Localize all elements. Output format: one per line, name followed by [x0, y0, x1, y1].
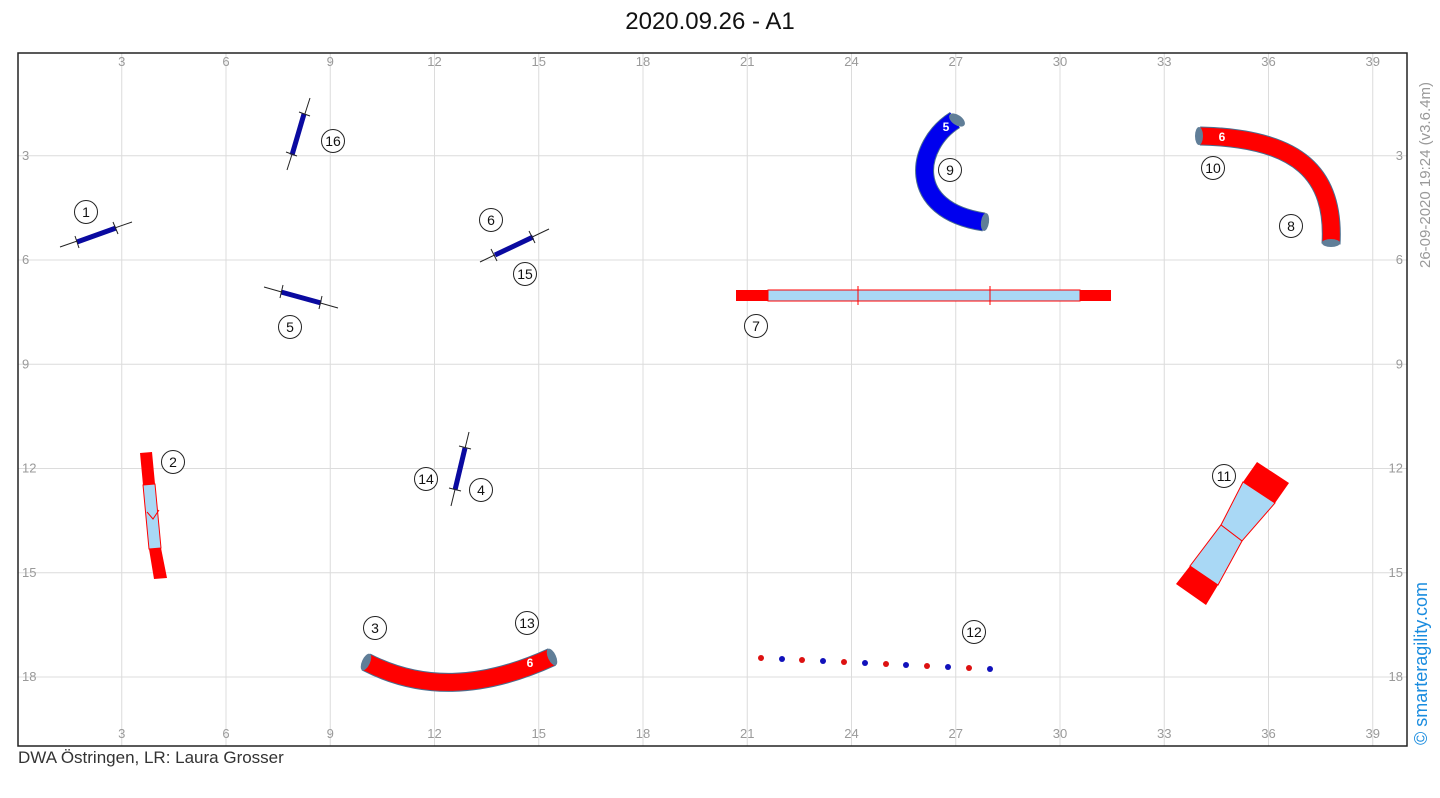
x-tick-label: 18: [636, 726, 650, 741]
svg-text:3: 3: [371, 620, 379, 636]
jump-5[interactable]: [263, 284, 339, 310]
svg-text:4: 4: [477, 482, 485, 498]
svg-text:12: 12: [966, 624, 982, 640]
x-tick-label: 33: [1157, 726, 1171, 741]
a-frame-11[interactable]: [1176, 462, 1289, 605]
tunnel-9-label: 5: [943, 120, 950, 134]
svg-text:14: 14: [418, 471, 434, 487]
tunnel-9[interactable]: 5: [915, 111, 991, 232]
jump-16[interactable]: [285, 97, 311, 171]
number-13: 13: [515, 611, 539, 635]
svg-text:8: 8: [1287, 218, 1295, 234]
field-border: [17, 52, 1408, 747]
number-7: 7: [744, 314, 768, 338]
x-tick-label: 27: [949, 54, 963, 69]
y-tick-label: 6: [1396, 252, 1403, 267]
x-tick-label: 12: [427, 54, 441, 69]
number-11: 11: [1212, 464, 1236, 488]
tunnel-3-13-label: 6: [527, 656, 534, 670]
svg-text:6: 6: [487, 212, 495, 228]
footer-caption: DWA Östringen, LR: Laura Grosser: [18, 748, 284, 767]
brand-link[interactable]: © smarteragility.com: [1411, 582, 1431, 745]
x-tick-label: 36: [1261, 54, 1275, 69]
y-tick-label: 3: [1396, 148, 1403, 163]
y-tick-label: 15: [22, 565, 36, 580]
number-9: 9: [938, 158, 962, 182]
x-tick-label: 24: [844, 54, 858, 69]
y-tick-label: 12: [22, 461, 36, 476]
number-2: 2: [161, 450, 185, 474]
number-1: 1: [74, 200, 98, 224]
x-tick-label: 24: [844, 726, 858, 741]
y-tick-label: 18: [22, 669, 36, 684]
dog-walk-7[interactable]: [736, 286, 1111, 305]
x-tick-label: 3: [118, 54, 125, 69]
number-8: 8: [1279, 214, 1303, 238]
y-tick-label: 6: [22, 252, 29, 267]
number-10: 10: [1201, 156, 1225, 180]
number-3: 3: [363, 616, 387, 640]
x-tick-label: 15: [532, 54, 546, 69]
y-tick-label: 3: [22, 148, 29, 163]
number-4: 4: [469, 478, 493, 502]
svg-text:13: 13: [519, 615, 535, 631]
timestamp-version: 26-09-2020 19:24 (v3.6.4m): [1417, 82, 1434, 268]
x-tick-label: 21: [740, 726, 754, 741]
tunnel-10-8[interactable]: 6: [1195, 126, 1341, 247]
svg-text:11: 11: [1217, 468, 1232, 484]
svg-text:1: 1: [82, 204, 90, 220]
x-tick-label: 30: [1053, 726, 1067, 741]
number-12: 12: [962, 620, 986, 644]
x-tick-label: 21: [740, 54, 754, 69]
svg-text:9: 9: [946, 162, 954, 178]
x-tick-label: 18: [636, 54, 650, 69]
x-tick-label: 33: [1157, 54, 1171, 69]
x-tick-label: 9: [327, 726, 334, 741]
number-15: 15: [513, 262, 537, 286]
x-tick-label: 6: [222, 54, 229, 69]
course-title: 2020.09.26 - A1: [625, 8, 795, 35]
x-tick-label: 15: [532, 726, 546, 741]
jump-6-15[interactable]: [479, 228, 550, 263]
x-tick-label: 30: [1053, 54, 1067, 69]
x-tick-label: 27: [949, 726, 963, 741]
svg-text:10: 10: [1205, 160, 1221, 176]
tunnel-3-13[interactable]: 6: [359, 647, 560, 692]
jump-1[interactable]: [59, 221, 133, 249]
x-tick-label: 12: [427, 726, 441, 741]
svg-text:2: 2: [169, 454, 177, 470]
weave-poles-12[interactable]: [758, 655, 993, 672]
y-tick-label: 18: [1389, 669, 1403, 684]
x-tick-label: 39: [1366, 54, 1380, 69]
svg-text:5: 5: [286, 319, 294, 335]
y-tick-label: 12: [1389, 461, 1403, 476]
x-tick-label: 9: [327, 54, 334, 69]
grid: 3366991212151518182121242427273030333336…: [18, 53, 1407, 746]
number-16: 16: [321, 129, 345, 153]
x-tick-label: 6: [222, 726, 229, 741]
y-tick-label: 15: [1389, 565, 1403, 580]
jump-4-14[interactable]: [448, 431, 472, 507]
svg-text:15: 15: [517, 266, 533, 282]
number-5: 5: [278, 315, 302, 339]
x-tick-label: 36: [1261, 726, 1275, 741]
y-tick-label: 9: [22, 356, 29, 371]
a-frame-2[interactable]: [140, 452, 167, 579]
svg-text:16: 16: [325, 133, 341, 149]
y-tick-label: 9: [1396, 356, 1403, 371]
x-tick-label: 3: [118, 726, 125, 741]
tunnel-10-8-label: 6: [1219, 130, 1226, 144]
svg-text:7: 7: [752, 318, 760, 334]
number-14: 14: [414, 467, 438, 491]
x-tick-label: 39: [1366, 726, 1380, 741]
number-6: 6: [479, 208, 503, 232]
